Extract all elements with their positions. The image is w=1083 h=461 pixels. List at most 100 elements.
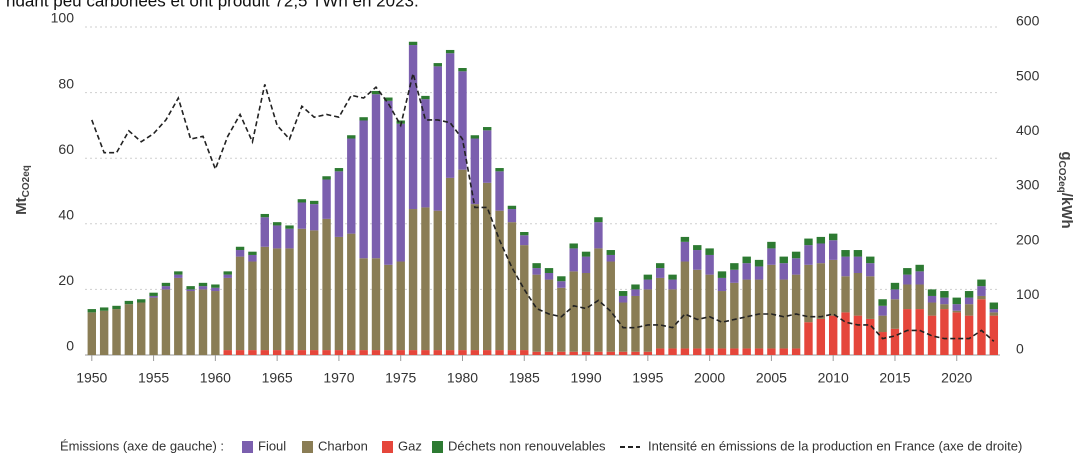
bar-segment: [174, 274, 183, 278]
y-tick-label: 0: [66, 338, 74, 354]
y2-tick-label: 200: [1016, 231, 1040, 247]
bar-segment: [408, 209, 418, 351]
legend-swatch: [382, 441, 393, 453]
bar-segment: [223, 277, 232, 351]
bar-segment: [272, 350, 282, 355]
y-tick-label: 60: [58, 141, 74, 157]
bar-segment: [828, 240, 838, 260]
y2-tick-label: 600: [1016, 13, 1040, 29]
bar-segment: [791, 274, 801, 349]
bar-segment: [581, 351, 591, 355]
bar-segment: [396, 261, 405, 351]
bar-segment: [643, 279, 653, 290]
bar-segment: [631, 295, 640, 352]
bar-segment: [458, 68, 467, 72]
bar-segment: [520, 235, 529, 246]
bar-segment: [532, 268, 541, 275]
bar-segment: [470, 204, 480, 351]
bar-segment: [198, 282, 208, 287]
bar-segment: [927, 302, 937, 316]
bar-segment: [433, 63, 442, 67]
bar-segment: [421, 207, 430, 351]
bar-segment: [421, 95, 430, 100]
bar-segment: [396, 350, 405, 355]
bar-segment: [964, 304, 974, 316]
bar-segment: [717, 291, 727, 349]
y-axis-label: MtCO2eq: [13, 165, 32, 215]
x-tick-label: 2015: [879, 370, 910, 386]
bar-segment: [99, 310, 109, 355]
bar-segment: [915, 264, 924, 272]
bar-segment: [952, 304, 961, 311]
y2-tick-label: 0: [1016, 341, 1024, 357]
bar-segment: [470, 350, 480, 355]
bar-segment: [866, 276, 875, 319]
bar-segment: [927, 315, 937, 355]
bar-segment: [520, 245, 529, 351]
bar-segment: [297, 202, 307, 229]
bar-segment: [248, 254, 257, 262]
bar-segment: [903, 268, 912, 275]
bar-segment: [717, 348, 727, 355]
bar-segment: [618, 291, 628, 296]
y-tick-label: 40: [58, 207, 74, 223]
bar-segment: [853, 256, 863, 273]
bar-segment: [841, 256, 850, 277]
bar-segment: [495, 210, 504, 351]
bar-segment: [433, 66, 442, 211]
bar-segment: [483, 182, 492, 351]
legend-label: Intensité en émissions de la production …: [648, 438, 1022, 453]
bar-segment: [903, 274, 912, 285]
bar-segment: [779, 256, 788, 264]
bar-segment: [730, 348, 739, 355]
bar-segment: [310, 204, 319, 231]
bar-segment: [433, 350, 442, 355]
bar-segment: [557, 351, 566, 355]
bar-segment: [124, 300, 134, 305]
bar-segment: [754, 348, 764, 355]
bar-segment: [272, 222, 282, 226]
bar-segment: [532, 274, 541, 352]
bar-segment: [310, 350, 319, 355]
bar-segment: [655, 263, 665, 269]
bar-segment: [557, 287, 566, 352]
bar-segment: [285, 350, 294, 355]
legend-title: Émissions (axe de gauche) :: [60, 438, 224, 453]
legend-swatch: [242, 441, 253, 453]
bar-segment: [655, 348, 665, 355]
x-tick-label: 2005: [756, 370, 787, 386]
bar-segment: [866, 318, 875, 355]
bar-segment: [408, 45, 418, 210]
bar-segment: [804, 322, 813, 355]
bar-segment: [594, 222, 603, 249]
bar-segment: [347, 233, 356, 351]
bar-segment: [841, 312, 850, 355]
bar-segment: [285, 225, 294, 229]
bar-segment: [470, 135, 480, 139]
bar-segment: [260, 350, 269, 355]
bar-segment: [606, 254, 615, 262]
y-label-sub: CO2eq: [21, 165, 32, 197]
bar-segment: [606, 261, 615, 352]
y2-tick-label: 100: [1016, 286, 1040, 302]
bar-segment: [791, 251, 801, 259]
x-tick-label: 1955: [138, 370, 169, 386]
bar-segment: [730, 282, 739, 349]
bar-segment: [532, 263, 541, 269]
bar-segment: [878, 315, 887, 333]
bar-segment: [989, 302, 999, 310]
bar-segment: [804, 245, 813, 265]
bar-segment: [384, 100, 393, 265]
bar-segment: [507, 209, 517, 223]
bar-segment: [371, 350, 381, 355]
bar-segment: [211, 287, 220, 292]
bar-segment: [507, 205, 517, 210]
bar-segment: [903, 284, 912, 310]
bar-segment: [606, 351, 615, 355]
bar-segment: [705, 348, 714, 355]
bar-segment: [99, 307, 109, 311]
y2-tick-label: 400: [1016, 122, 1040, 138]
bar-segment: [717, 277, 727, 292]
bar-segment: [618, 295, 628, 303]
bar-segment: [235, 246, 245, 251]
